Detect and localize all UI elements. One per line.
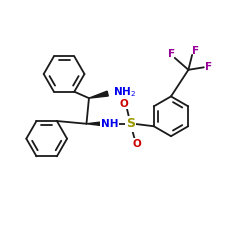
Polygon shape <box>89 91 108 98</box>
Text: NH: NH <box>101 119 118 129</box>
Text: F: F <box>192 46 199 56</box>
Text: O: O <box>120 98 129 108</box>
Text: S: S <box>126 117 135 130</box>
Text: NH$_2$: NH$_2$ <box>112 85 136 99</box>
Text: F: F <box>168 49 175 59</box>
Polygon shape <box>86 122 105 126</box>
Text: F: F <box>205 62 212 72</box>
Text: O: O <box>132 139 141 149</box>
